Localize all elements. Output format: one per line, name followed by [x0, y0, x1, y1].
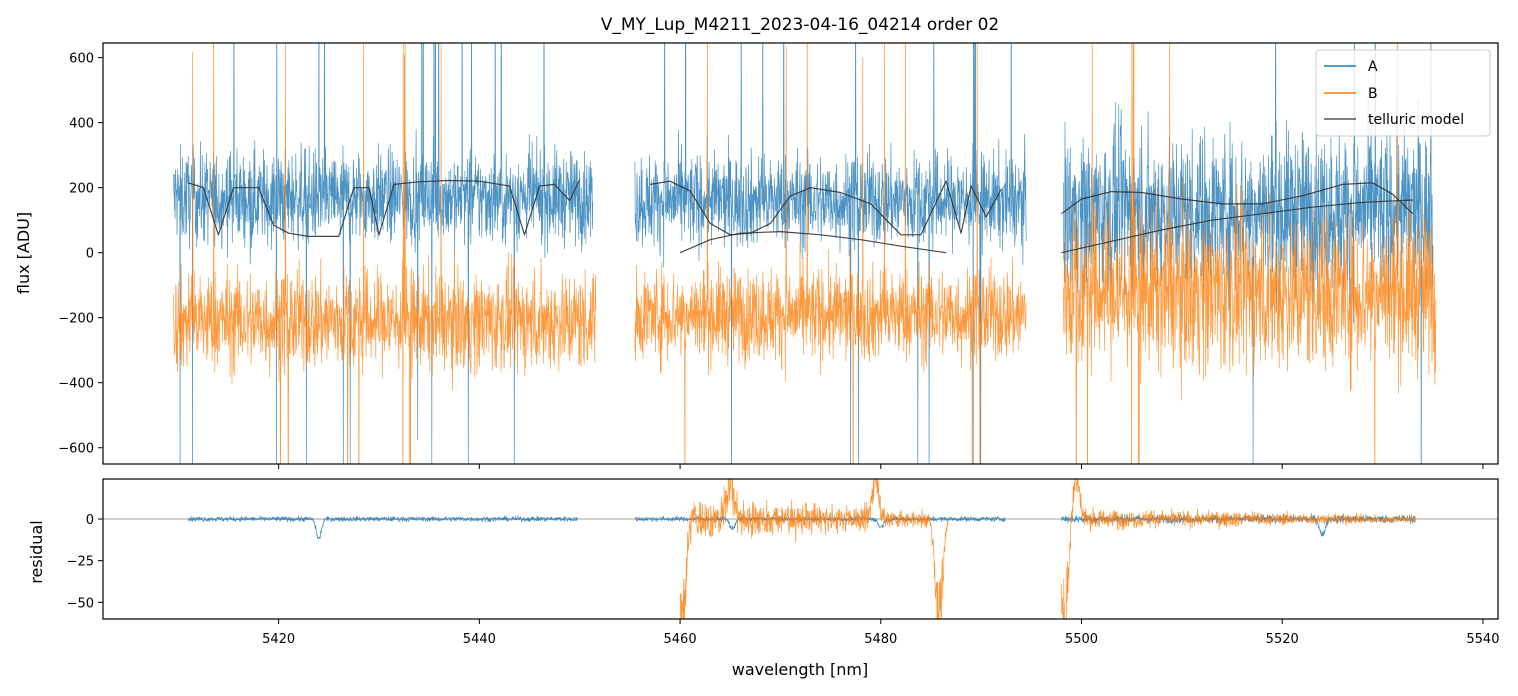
- residual-x-tick-label: 5440: [463, 632, 496, 647]
- residual-series-b-segment-0: [679, 479, 949, 619]
- flux-y-tick-label: 200: [69, 182, 94, 197]
- residual-series-a-segment-0: [187, 515, 578, 540]
- flux-y-tick-label: 400: [69, 117, 94, 132]
- flux-axes-frame: [102, 42, 1499, 465]
- residual-x-tick-label: 5500: [1065, 632, 1098, 647]
- legend-box: [1315, 49, 1491, 137]
- residual-series-area: [103, 479, 1498, 619]
- flux-series-a-segment-1: [634, 43, 1027, 464]
- residual-x-tick-label: 5460: [664, 632, 697, 647]
- residual-series-b-segment-1: [1061, 479, 1417, 619]
- residual-x-tick-label: 5520: [1266, 632, 1299, 647]
- telluric-model-curve-2: [679, 231, 947, 254]
- residual-y-ticks: −50 −25 0: [67, 513, 103, 611]
- flux-y-label: flux [ADU]: [14, 212, 33, 294]
- residual-y-tick-label: −25: [67, 555, 94, 570]
- flux-series-area: [172, 43, 1437, 464]
- telluric-model-curve-4: [1061, 199, 1413, 254]
- flux-y-tick-label: −400: [58, 377, 94, 392]
- residual-y-tick-label: −50: [67, 596, 94, 611]
- residual-x-tick-label: 5480: [864, 632, 897, 647]
- flux-x-ticks: [278, 464, 1484, 469]
- flux-y-tick-label: −200: [58, 312, 94, 327]
- residual-x-tick-label: 5420: [262, 632, 295, 647]
- residual-axes-frame: [102, 478, 1499, 620]
- flux-y-ticks: −600 −400 −200 0 200 400 600: [58, 52, 103, 457]
- residual-x-ticks: 5420 5440 5460 5480 5500 5520 5540: [262, 619, 1499, 647]
- x-axis-label: wavelength [nm]: [732, 660, 869, 679]
- flux-series-a-segment-0: [172, 43, 594, 464]
- flux-series-b-segment-2: [1063, 43, 1437, 464]
- legend-label-b: B: [1368, 86, 1378, 102]
- flux-series-b-segment-0: [172, 43, 597, 464]
- chart-title: V_MY_Lup_M4211_2023-04-16_04214 order 02: [601, 15, 1000, 35]
- legend-label-telluric: telluric model: [1368, 112, 1464, 128]
- legend-label-a: A: [1368, 59, 1378, 75]
- residual-y-label: residual: [27, 520, 46, 583]
- telluric-model-curve-1: [649, 180, 1002, 236]
- flux-y-tick-label: 600: [69, 52, 94, 67]
- telluric-model-curve-0: [188, 179, 581, 237]
- flux-y-tick-label: 0: [86, 247, 94, 262]
- residual-axes: −50 −25 0 5420 5440 5460 5480 5500 5520 5540 res…: [27, 478, 1499, 679]
- residual-x-tick-label: 5540: [1466, 632, 1499, 647]
- residual-y-tick-label: 0: [86, 513, 94, 528]
- legend: A B telluric model: [1315, 49, 1491, 137]
- telluric-model-curve-3: [1061, 182, 1414, 215]
- flux-y-tick-label: −600: [58, 442, 94, 457]
- flux-axes: −600 −400 −200 0 200 400 600 flux [ADU] A B te…: [14, 42, 1499, 469]
- flux-series-b-segment-1: [634, 43, 1027, 464]
